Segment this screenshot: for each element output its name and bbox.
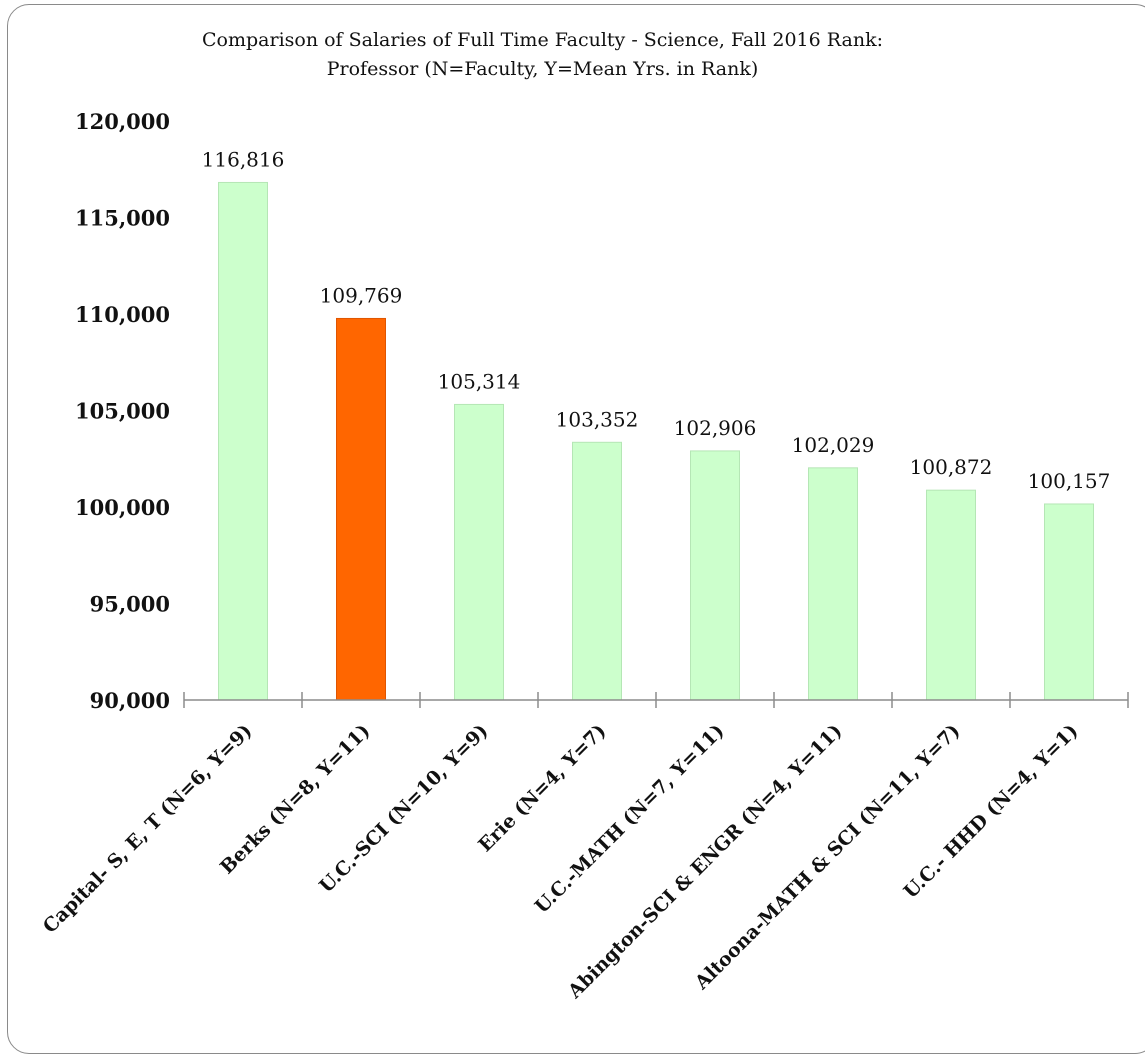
y-tick-label: 120,000 <box>75 109 170 134</box>
y-tick-label: 110,000 <box>75 302 170 327</box>
x-tick-label: Abington-SCI & ENGR (N=4, Y=11) <box>563 720 846 1003</box>
bars <box>218 181 1094 701</box>
data-label: 105,314 <box>438 369 521 393</box>
y-axis-ticks: 90,000 95,000 100,000 105,000 110,000 115,000… <box>75 109 170 713</box>
data-label: 100,872 <box>910 455 993 479</box>
x-axis <box>183 692 1129 708</box>
y-tick-label: 95,000 <box>90 592 170 617</box>
data-label: 100,157 <box>1028 469 1111 493</box>
bar <box>336 317 386 701</box>
bar <box>808 467 858 701</box>
y-tick-label: 105,000 <box>75 399 170 424</box>
bar <box>926 489 976 701</box>
data-label: 102,906 <box>674 416 757 440</box>
y-tick-label: 115,000 <box>75 206 170 231</box>
x-tick-label: Erie (N=4, Y=7) <box>474 720 610 856</box>
x-tick-label: U.C.-MATH (N=7, Y=11) <box>531 720 729 918</box>
bar <box>454 403 504 701</box>
data-label: 102,029 <box>792 433 875 457</box>
x-tick-label: Altoona-MATH & SCI (N=11, Y=7) <box>690 720 965 995</box>
bar <box>218 181 268 701</box>
data-label: 116,816 <box>202 147 285 171</box>
value-labels: 116,816 109,769 105,314 103,352 102,906 102,0… <box>202 147 1111 493</box>
data-label: 109,769 <box>320 283 403 307</box>
bar <box>690 450 740 701</box>
bar <box>572 441 622 701</box>
x-tick-label: Capital- S, E, T (N=6, Y=9) <box>39 720 257 938</box>
y-tick-label: 90,000 <box>90 688 170 713</box>
bar <box>1044 503 1094 701</box>
chart-title: Comparison of Salaries of Full Time Facu… <box>202 29 883 80</box>
data-label: 103,352 <box>556 407 639 431</box>
x-axis-labels: Capital- S, E, T (N=6, Y=9)Berks (N=8, Y… <box>39 720 1083 1003</box>
y-tick-label: 100,000 <box>75 495 170 520</box>
